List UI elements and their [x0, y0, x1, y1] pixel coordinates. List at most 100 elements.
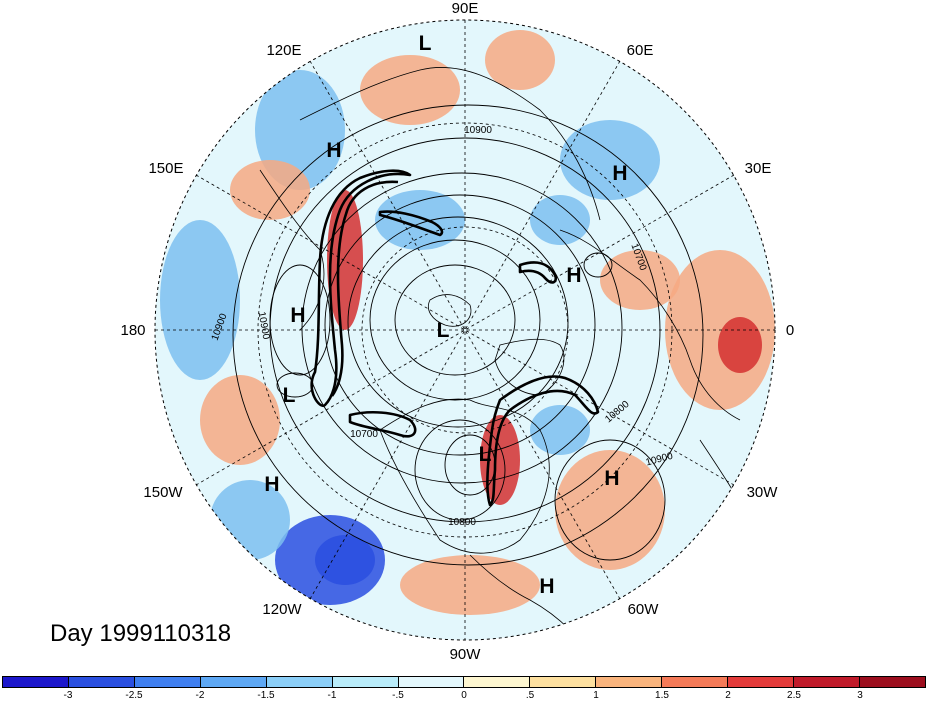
anomaly-blob: [400, 555, 540, 615]
contour-high-pacific: [269, 264, 331, 376]
contour-ring: [232, 104, 704, 566]
lon-label-90w: 90W: [450, 646, 482, 663]
coast-asia: [299, 67, 601, 221]
anomaly-blob: [560, 120, 660, 200]
polar-stereographic-map: 90E 60E 30E 0 30W 60W 90W 120W 150W 180 …: [120, 0, 794, 663]
anomaly-blob: [200, 375, 280, 465]
jet-europe: [518, 261, 558, 284]
pressure-center-high: H: [539, 575, 554, 598]
colorbar-label: 0: [461, 690, 467, 701]
anomaly-blob: [375, 190, 465, 250]
pressure-center-low: L: [437, 319, 450, 342]
anomaly-blob: [230, 160, 310, 220]
anomaly-blob: [555, 450, 665, 570]
colorbar-swatch: [332, 677, 399, 687]
pressure-center-high: H: [264, 473, 279, 496]
graticule: [155, 20, 775, 640]
colorbar-swatch: [68, 677, 135, 687]
pressure-center-high: H: [566, 264, 581, 287]
lon-label-150e: 150E: [148, 160, 183, 177]
contour-ring: [394, 264, 516, 376]
contour-low-pacific: [276, 372, 314, 398]
pressure-center-low: L: [283, 384, 296, 407]
colorbar-label: 1.5: [655, 690, 669, 701]
anomaly-blob: [530, 195, 590, 245]
colorbar-swatch: [859, 677, 925, 687]
latitude-circle: [257, 122, 673, 538]
pressure-center-markers: L H H H H L L H H H L: [264, 32, 627, 598]
lon-label-120w: 120W: [262, 601, 302, 618]
jet-pacific-inner: [330, 180, 399, 397]
lon-label-150w: 150W: [143, 484, 183, 501]
colorbar-label: -1: [327, 690, 337, 701]
contour-label: 10800: [448, 517, 476, 528]
colorbar-label: .5: [525, 690, 535, 701]
lon-label-120e: 120E: [266, 42, 301, 59]
contour-ring: [324, 194, 596, 456]
longitude-labels: 90E 60E 30E 0 30W 60W 90W 120W 150W 180 …: [120, 0, 794, 663]
colorbar-label: -2.5: [125, 690, 143, 701]
colorbar-swatch: [596, 677, 663, 687]
anomaly-blob: [255, 70, 345, 190]
latitude-circle: [361, 226, 569, 434]
colorbar-boxes: [2, 676, 926, 688]
anomaly-blob: [160, 220, 240, 380]
colorbar-swatch: [464, 677, 531, 687]
contour-label: 10700: [350, 429, 378, 440]
colorbar-swatch: [134, 677, 201, 687]
lon-label-60w: 60W: [628, 601, 660, 618]
coast-north-america: [379, 398, 550, 554]
jet-isotachs: [310, 169, 600, 507]
colorbar-label: -3: [63, 690, 73, 701]
colorbar-swatch: [530, 677, 597, 687]
contour-label: 10900: [256, 311, 272, 341]
colorbar-swatch: [398, 677, 465, 687]
lon-label-60e: 60E: [627, 42, 654, 59]
colorbar-label: 3: [857, 690, 863, 701]
colorbar-label: 2: [725, 690, 731, 701]
lon-label-180: 180: [120, 322, 145, 339]
jet-atlantic: [486, 375, 600, 507]
coast-greenland: [494, 338, 565, 396]
colorbar: -3 -2.5 -2 -1.5 -1 -.5 0 .5 1 1.5 2 2.5 3: [0, 676, 928, 702]
anomaly-blob: [718, 317, 762, 373]
colorbar-label: 2.5: [787, 690, 801, 701]
contour-ring: [301, 172, 623, 484]
colorbar-labels: -3 -2.5 -2 -1.5 -1 -.5 0 .5 1 1.5 2 2.5 3: [0, 690, 928, 702]
pressure-center-high: H: [612, 162, 627, 185]
anomaly-blob: [315, 535, 375, 585]
jet-america: [348, 410, 417, 438]
anomaly-blob: [360, 55, 460, 125]
jet-asia: [378, 210, 444, 237]
contour-label: 10900: [464, 125, 492, 136]
colorbar-label: -.5: [392, 690, 404, 701]
pressure-center-high: H: [290, 304, 305, 327]
colorbar-label: -1.5: [257, 690, 275, 701]
colorbar-swatch: [200, 677, 267, 687]
colorbar-swatch: [794, 677, 860, 687]
contour-ring: [369, 239, 541, 401]
lon-label-0: 0: [786, 322, 794, 339]
pressure-center-low: L: [479, 443, 492, 466]
colorbar-swatch: [728, 677, 795, 687]
pressure-center-high: H: [326, 139, 341, 162]
anomaly-blob: [485, 30, 555, 90]
coastlines: [259, 67, 775, 631]
colorbar-label: -2: [195, 690, 205, 701]
contour-low-north-america: [414, 419, 506, 521]
colorbar-swatch: [3, 677, 69, 687]
pressure-center-high: H: [604, 467, 619, 490]
pressure-center-low: L: [419, 32, 432, 55]
map-boundary: [154, 19, 776, 641]
coast-central-america: [469, 554, 571, 631]
contour-high-atlantic: [554, 439, 666, 561]
date-caption: Day 1999110318: [50, 620, 232, 647]
colorbar-swatch: [266, 677, 333, 687]
lon-label-30e: 30E: [745, 160, 772, 177]
jet-pacific: [310, 169, 412, 408]
colorbar-label: 1: [593, 690, 599, 701]
colorbar-swatch: [662, 677, 729, 687]
coast-europe: [559, 229, 741, 421]
lon-label-30w: 30W: [747, 484, 779, 501]
lon-label-90e: 90E: [452, 0, 479, 17]
